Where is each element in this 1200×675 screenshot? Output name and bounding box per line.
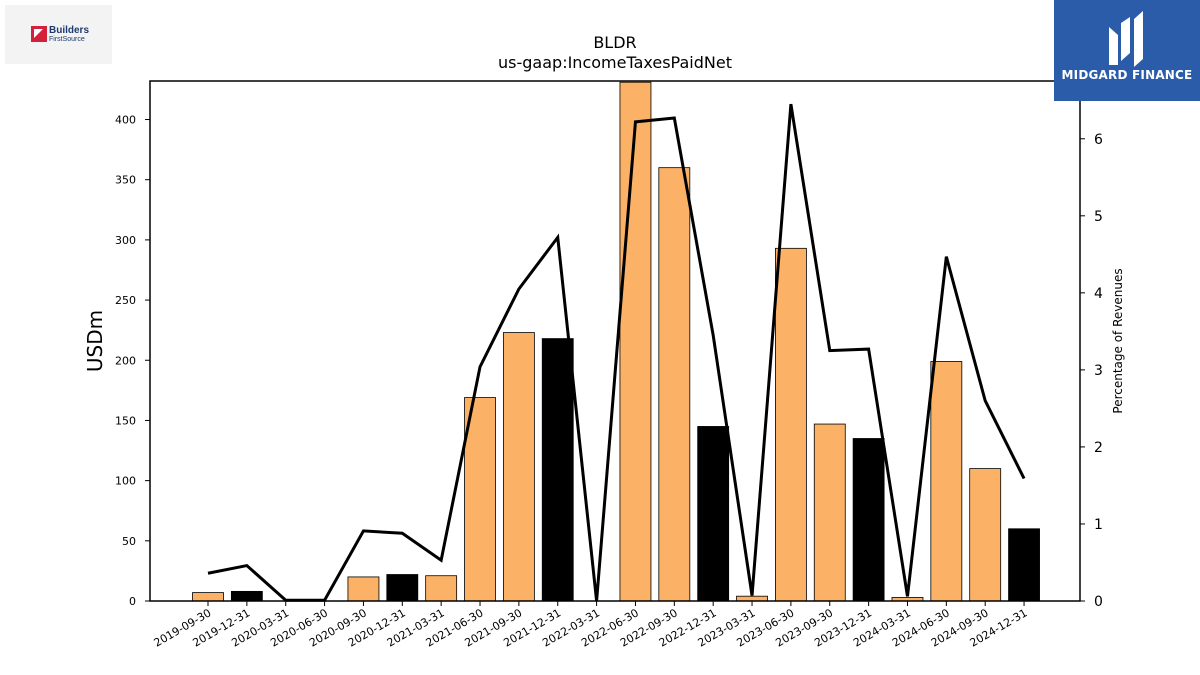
left-axis-ticks: 0 50 100 150 200 250 300 350 400 (115, 114, 150, 608)
bar-2023-06-30 (775, 247, 807, 602)
chart-title: BLDR (593, 33, 636, 52)
y-tick-label: 150 (115, 414, 136, 427)
midgard-logo-icon (1109, 11, 1143, 67)
y2-tick-label: 4 (1094, 286, 1103, 302)
bar-2021-06-30 (464, 397, 496, 602)
bar-2019-12-31 (230, 590, 263, 602)
bar-2023-12-31 (852, 438, 885, 602)
bar-2021-12-31 (541, 338, 574, 602)
bar-2024-12-31 (1008, 528, 1040, 602)
logo-name: MIDGARD FINANCE (1061, 68, 1193, 82)
bar-2024-06-30 (930, 361, 963, 602)
bar-2020-12-31 (386, 574, 419, 602)
builders-logo-icon (31, 26, 47, 42)
x-axis-ticks: 2019-09-302019-12-312020-03-312020-06-30… (152, 601, 1030, 650)
bar-2024-09-30 (969, 468, 1002, 602)
y2-tick-label: 0 (1094, 594, 1103, 610)
y-tick-label: 50 (122, 535, 136, 548)
y2-axis-label: Percentage of Revenues (1111, 268, 1125, 413)
y2-tick-label: 1 (1094, 517, 1103, 533)
plot-frame (149, 80, 1081, 602)
bar-2019-09-30 (192, 592, 224, 602)
bar-2022-09-30 (658, 167, 691, 602)
right-axis-ticks: 0 1 2 3 4 5 6 (1080, 132, 1103, 610)
y-tick-label: 0 (129, 595, 136, 608)
y-tick-label: 350 (115, 174, 136, 187)
bar-group (192, 81, 1040, 602)
bar-2022-12-31 (697, 426, 730, 602)
y-axis-label: USDm (83, 310, 107, 372)
y-tick-label: 100 (115, 475, 136, 488)
y-tick-label: 200 (115, 354, 136, 367)
percentage-line-group (207, 103, 1026, 602)
y2-tick-label: 6 (1094, 132, 1103, 148)
builders-firstsource-logo: Builders FirstSource (5, 5, 112, 64)
percentage-line (207, 103, 1026, 602)
y2-tick-label: 3 (1094, 363, 1103, 379)
y2-tick-label: 2 (1094, 440, 1103, 456)
y-tick-label: 400 (115, 114, 136, 127)
chart-subtitle: us-gaap:IncomeTaxesPaidNet (498, 53, 732, 72)
logo-text-line2: FirstSource (49, 36, 85, 43)
midgard-finance-logo: MIDGARD FINANCE (1054, 0, 1200, 101)
bar-2023-09-30 (813, 423, 846, 602)
bar-2021-03-31 (425, 575, 458, 602)
bar-2020-09-30 (347, 576, 380, 602)
y-tick-label: 250 (115, 294, 136, 307)
bar-2021-09-30 (502, 332, 535, 602)
bar-2022-06-30 (619, 81, 652, 602)
y2-tick-label: 5 (1094, 209, 1103, 225)
logo-text-line1: Builders (49, 25, 90, 36)
y-tick-label: 300 (115, 234, 136, 247)
